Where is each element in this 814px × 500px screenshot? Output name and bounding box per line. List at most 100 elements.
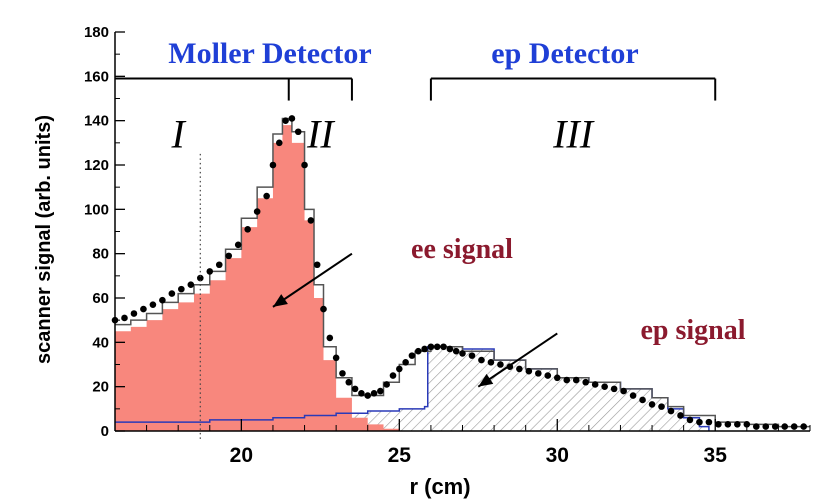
data-point <box>402 358 409 366</box>
annotation-label: ep signal <box>640 315 745 346</box>
data-point <box>563 376 571 384</box>
data-point <box>364 392 372 399</box>
data-point <box>459 350 466 357</box>
data-point <box>535 370 542 377</box>
y-tick-label: 20 <box>92 379 109 396</box>
data-point <box>800 423 807 430</box>
x-tick-label: 20 <box>230 444 253 467</box>
data-point <box>781 423 789 430</box>
data-point <box>677 412 684 419</box>
data-point <box>225 252 233 260</box>
data-point <box>140 305 147 313</box>
data-point <box>743 421 751 428</box>
data-point <box>168 290 176 297</box>
data-point <box>351 385 359 393</box>
y-tick-label: 180 <box>84 24 109 41</box>
ep-hatched-area <box>115 346 709 431</box>
data-point <box>667 407 675 415</box>
ee-histogram <box>115 125 400 431</box>
data-point <box>288 115 296 122</box>
data-point <box>294 128 302 136</box>
data-point <box>244 225 251 233</box>
y-tick-label: 100 <box>84 201 109 218</box>
data-point <box>790 423 798 430</box>
arrow-head <box>272 294 288 307</box>
data-point <box>771 423 779 430</box>
data-point <box>408 352 416 359</box>
data-point <box>591 381 599 388</box>
data-point <box>620 387 627 395</box>
data-point <box>269 161 277 169</box>
x-tick-label: 30 <box>546 444 569 467</box>
data-point <box>178 285 185 293</box>
data-point <box>544 372 552 379</box>
detector-label: Moller Detector <box>168 37 371 70</box>
data-point <box>130 310 138 317</box>
data-point <box>487 358 495 366</box>
data-point <box>282 117 289 124</box>
data-point <box>196 274 204 282</box>
y-tick-label: 160 <box>84 68 109 85</box>
data-point <box>478 356 485 364</box>
data-point <box>724 421 732 428</box>
data-point <box>370 390 378 397</box>
detector-label: ep Detector <box>491 37 638 70</box>
region-label: I <box>171 111 187 156</box>
y-axis-label: scanner signal (arb. units) <box>33 115 55 364</box>
data-point <box>253 208 261 215</box>
data-point <box>433 343 441 351</box>
data-point <box>446 345 454 353</box>
data-point <box>339 370 346 377</box>
y-tick-label: 40 <box>92 334 109 351</box>
data-point <box>734 421 741 428</box>
data-point <box>468 352 476 359</box>
y-tick-label: 120 <box>84 157 109 174</box>
annotation-arrow <box>272 252 353 308</box>
data-point <box>234 241 242 249</box>
data-point <box>752 423 760 430</box>
data-point <box>686 416 694 424</box>
y-tick-label: 0 <box>101 423 109 440</box>
region-label: III <box>552 111 595 156</box>
x-tick-label: 25 <box>388 444 412 467</box>
data-point <box>389 372 397 379</box>
data-point <box>396 365 403 373</box>
data-point <box>345 378 353 386</box>
x-tick-label: 35 <box>704 444 728 467</box>
data-point <box>332 354 340 362</box>
data-point <box>601 383 608 390</box>
data-point <box>206 268 214 275</box>
data-point <box>525 367 533 375</box>
annotation-arrow <box>477 332 558 388</box>
data-point <box>358 390 365 397</box>
data-point <box>313 261 321 269</box>
data-point <box>421 345 428 353</box>
data-point <box>377 387 384 395</box>
data-point <box>553 374 561 382</box>
data-point <box>639 396 646 404</box>
arrow-head <box>478 373 494 387</box>
data-point <box>610 385 618 393</box>
y-tick-label: 80 <box>92 246 109 263</box>
region-label: II <box>306 111 335 156</box>
data-point <box>149 301 157 308</box>
data-point <box>301 161 308 169</box>
data-point <box>307 217 315 224</box>
data-point <box>715 421 722 428</box>
data-point <box>275 139 283 147</box>
data-point <box>427 343 435 351</box>
data-point <box>452 347 460 355</box>
data-point <box>629 392 637 399</box>
data-point <box>762 423 770 430</box>
data-point <box>215 261 223 269</box>
data-point <box>516 365 523 373</box>
data-point <box>705 418 713 426</box>
data-point <box>582 378 590 386</box>
data-point <box>414 347 422 355</box>
y-tick-label: 60 <box>92 290 109 307</box>
y-tick-label: 140 <box>84 113 109 130</box>
data-point <box>320 305 327 313</box>
data-point <box>383 381 390 388</box>
